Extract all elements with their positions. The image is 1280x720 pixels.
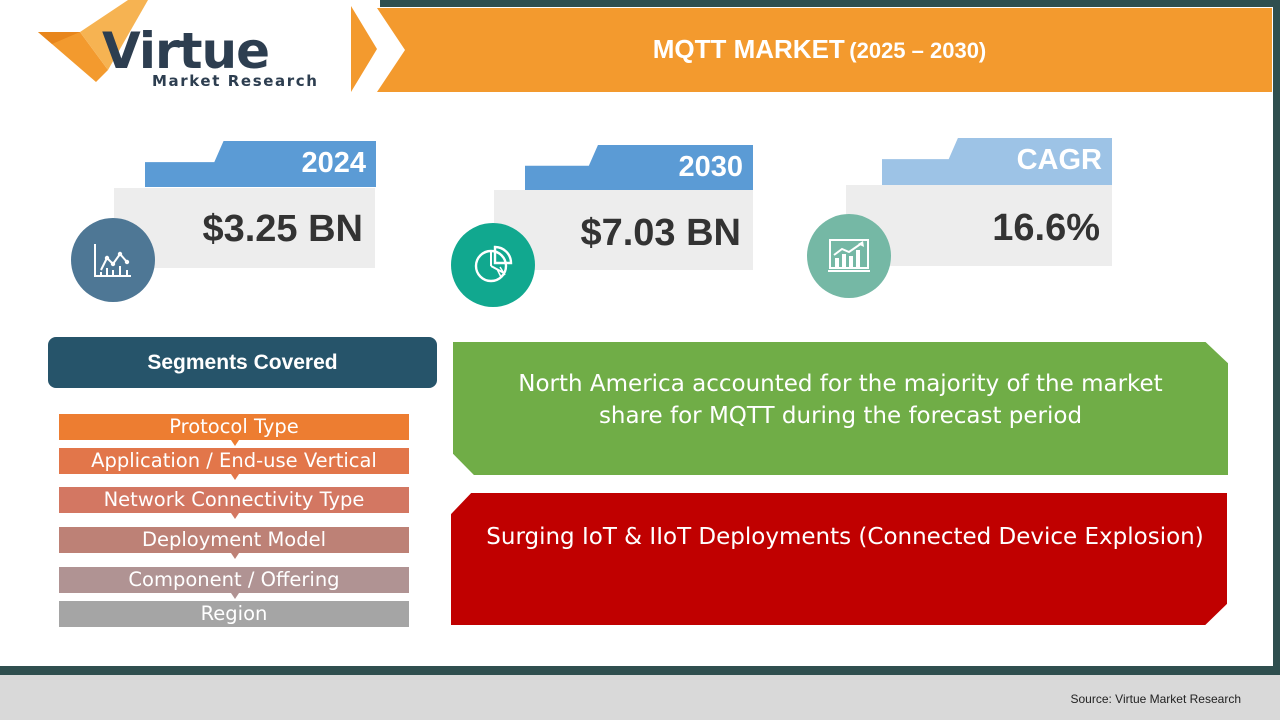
stat-value: $3.25 BN bbox=[202, 208, 363, 250]
stat-circle-2024 bbox=[71, 218, 155, 302]
title-years: (2025 – 2030) bbox=[849, 38, 987, 63]
stat-tab-2030: 2030 bbox=[525, 145, 753, 190]
stat-circle-cagr bbox=[807, 214, 891, 298]
stat-circle-2030 bbox=[451, 223, 535, 307]
segment-item: Protocol Type bbox=[59, 414, 409, 440]
segment-item: Network Connectivity Type bbox=[59, 487, 409, 513]
source-text: Source: Virtue Market Research bbox=[1070, 692, 1241, 706]
segments-title: Segments Covered bbox=[147, 351, 338, 374]
logo-mark bbox=[38, 0, 148, 82]
segments-header: Segments Covered bbox=[48, 337, 437, 388]
virtue-logo: Virtue Market Research bbox=[36, 0, 336, 92]
segment-connector-arrow bbox=[231, 474, 239, 480]
logo-wordmark: Virtue bbox=[102, 22, 270, 80]
growth-chart-icon bbox=[828, 239, 870, 272]
logo-tagline: Market Research bbox=[152, 72, 319, 90]
stat-label: 2030 bbox=[678, 151, 743, 183]
right-border bbox=[1273, 0, 1280, 670]
driver-insight-box: Surging IoT & IIoT Deployments (Connecte… bbox=[451, 493, 1227, 625]
stat-label: CAGR bbox=[1016, 144, 1102, 176]
title-main: MQTT MARKET bbox=[652, 34, 845, 64]
top-border bbox=[380, 0, 1280, 7]
segment-item: Region bbox=[59, 601, 409, 627]
segment-connector-arrow bbox=[231, 593, 239, 599]
title-banner: MQTT MARKET (2025 – 2030) bbox=[377, 8, 1272, 92]
banner-chevron bbox=[351, 6, 377, 92]
region-insight-text: North America accounted for the majority… bbox=[518, 371, 1163, 429]
stat-label: 2024 bbox=[301, 147, 366, 179]
segment-item: Component / Offering bbox=[59, 567, 409, 593]
bottom-border bbox=[0, 666, 1280, 675]
stat-card-2024: $3.25 BN bbox=[114, 188, 375, 268]
stat-value: $7.03 BN bbox=[580, 212, 741, 254]
segment-connector-arrow bbox=[231, 553, 239, 559]
region-insight-box: North America accounted for the majority… bbox=[453, 342, 1228, 475]
segment-item: Deployment Model bbox=[59, 527, 409, 553]
segment-item: Application / End-use Vertical bbox=[59, 448, 409, 474]
stat-value: 16.6% bbox=[992, 207, 1100, 249]
segment-connector-arrow bbox=[231, 440, 239, 446]
stat-tab-2024: 2024 bbox=[145, 141, 376, 187]
pie-chart-icon bbox=[474, 245, 513, 283]
page-title: MQTT MARKET (2025 – 2030) bbox=[377, 34, 1272, 65]
line-chart-icon bbox=[94, 244, 131, 277]
footer: Source: Virtue Market Research bbox=[0, 675, 1280, 720]
driver-insight-text: Surging IoT & IIoT Deployments (Connecte… bbox=[486, 524, 1204, 550]
stat-card-2030: $7.03 BN bbox=[494, 190, 753, 270]
segment-connector-arrow bbox=[231, 513, 239, 519]
stat-tab-cagr: CAGR bbox=[882, 138, 1112, 185]
